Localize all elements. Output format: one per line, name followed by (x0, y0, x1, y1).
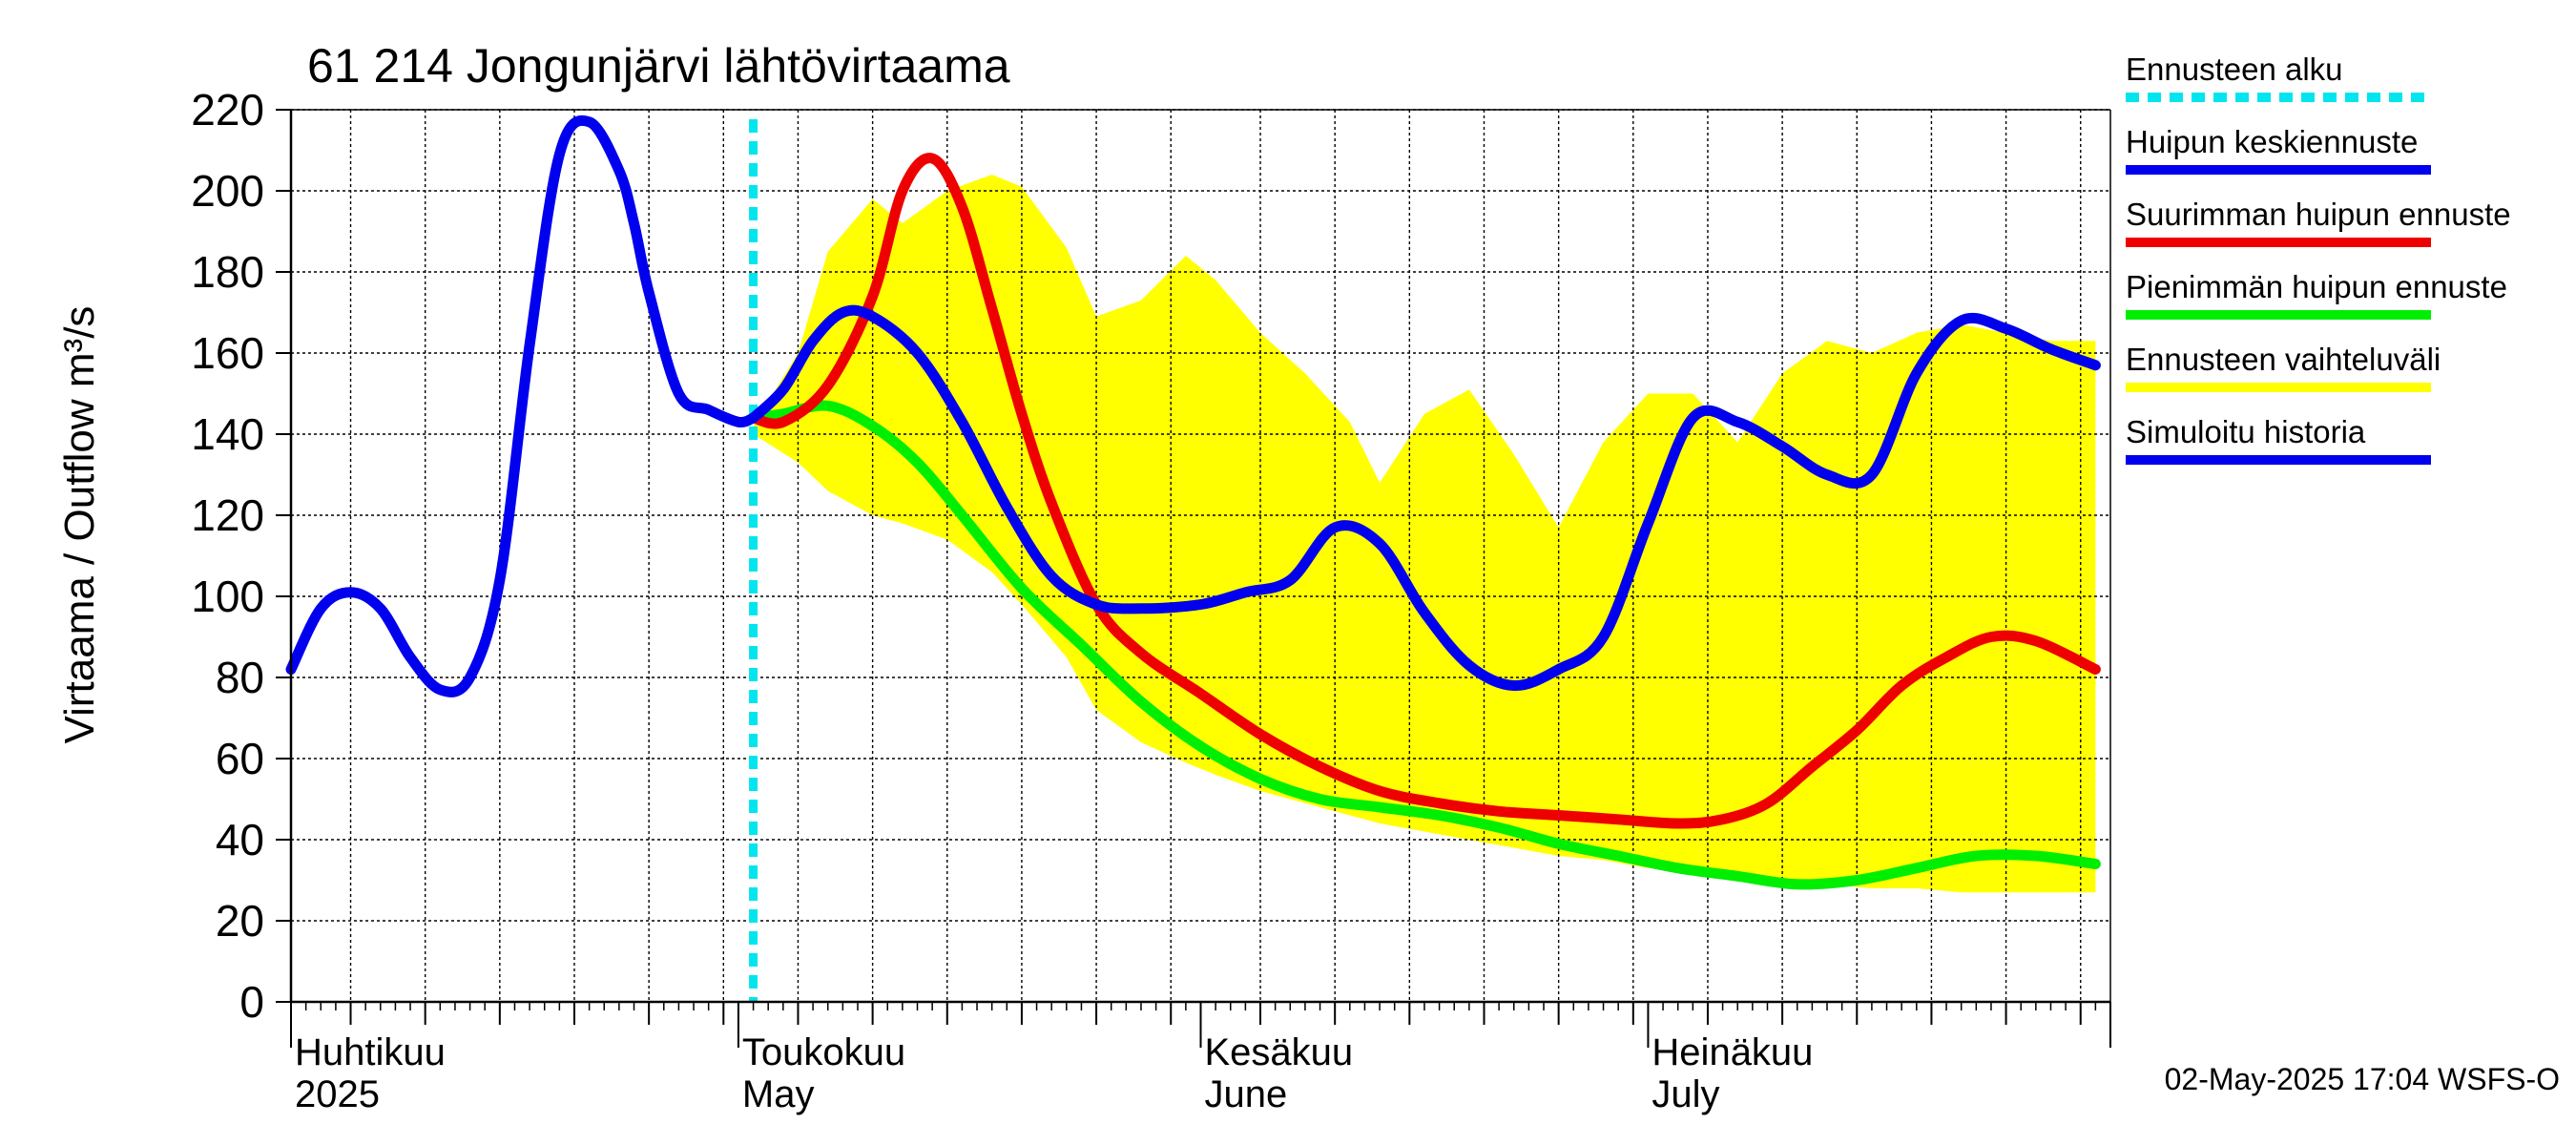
legend-label: Ennusteen vaihteluväli (2126, 342, 2441, 377)
y-tick-label: 200 (191, 166, 264, 216)
month-label-fi: Heinäkuu (1652, 1031, 1813, 1073)
forecast-band-layer (753, 175, 2096, 893)
month-label-fi: Huhtikuu (295, 1031, 446, 1073)
simulated-history-line (285, 114, 759, 697)
month-label-fi: Toukokuu (742, 1031, 905, 1073)
forecast-range-band (753, 175, 2096, 893)
month-label-en: July (1652, 1073, 1719, 1115)
legend-label: Simuloitu historia (2126, 414, 2366, 449)
y-tick-label: 140 (191, 409, 264, 459)
legend: Ennusteen alku Huipun keskiennuste Suurimm… (2126, 52, 2511, 465)
series-layer (285, 114, 2101, 890)
y-tick-label: 120 (191, 490, 264, 540)
axis-layer: 0 20 40 60 80 100 120 140 160 180 200 220 Huhtikuu20… (191, 85, 2111, 1115)
y-axis-label: Virtaama / Outflow m³/s (56, 306, 103, 744)
y-tick-label: 160 (191, 328, 264, 378)
y-tick-label: 60 (216, 734, 264, 783)
y-tick-label: 0 (239, 977, 264, 1027)
timestamp: 02-May-2025 17:04 WSFS-O (2165, 1062, 2560, 1096)
y-tick-label: 40 (216, 815, 264, 864)
y-tick-label: 80 (216, 653, 264, 702)
month-label-en: June (1205, 1073, 1288, 1115)
y-tick-label: 20 (216, 896, 264, 946)
legend-label: Pienimmän huipun ennuste (2126, 269, 2507, 304)
month-label-en: 2025 (295, 1073, 380, 1115)
chart-title: 61 214 Jongunjärvi lähtövirtaama (307, 39, 1010, 93)
y-tick-label: 180 (191, 247, 264, 297)
mean-peak-forecast-line (748, 304, 2101, 691)
y-tick-label: 220 (191, 85, 264, 135)
y-tick-label: 100 (191, 572, 264, 621)
max-peak-forecast-line (748, 153, 2101, 829)
legend-label: Ennusteen alku (2126, 52, 2343, 87)
min-peak-forecast-line (748, 400, 2101, 890)
legend-label: Huipun keskiennuste (2126, 124, 2418, 159)
legend-label: Suurimman huipun ennuste (2126, 197, 2511, 232)
month-label-en: May (742, 1073, 815, 1115)
month-label-fi: Kesäkuu (1205, 1031, 1354, 1073)
